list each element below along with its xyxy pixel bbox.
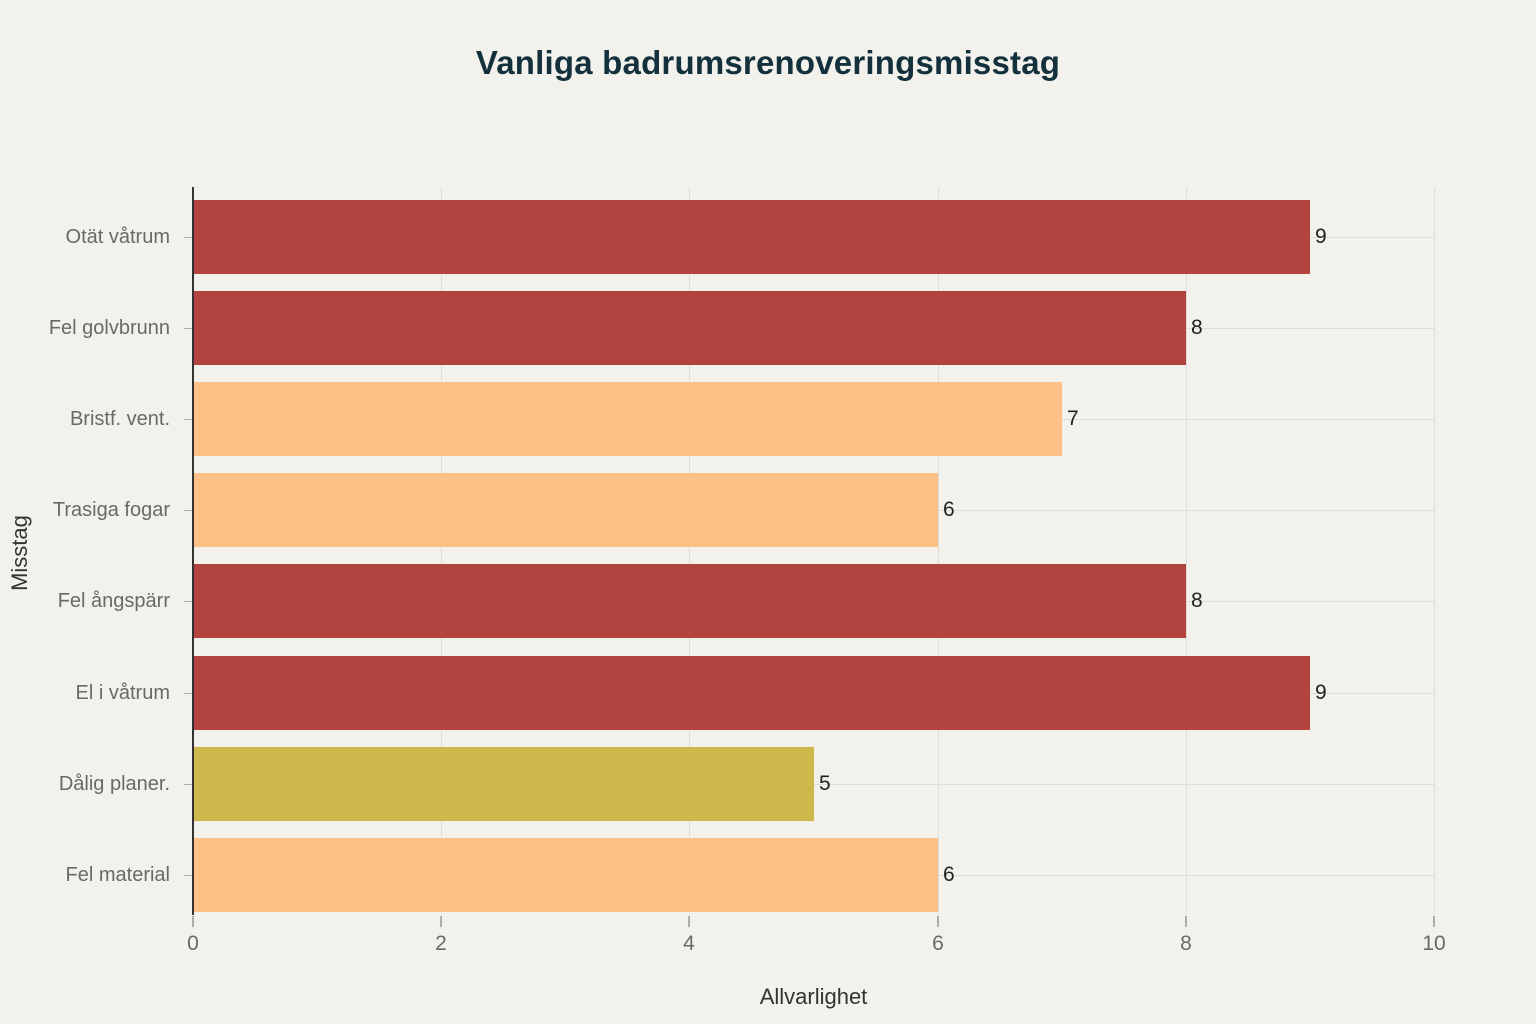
bar-value-label: 8 (1191, 316, 1203, 339)
vertical-gridline (1186, 187, 1187, 915)
y-axis-tick (184, 510, 192, 511)
y-axis-tick (184, 875, 192, 876)
bar (193, 291, 1186, 365)
y-axis-tick (184, 693, 192, 694)
x-tick-label: 2 (435, 932, 447, 955)
x-tick-label: 10 (1422, 932, 1446, 955)
x-axis-tick (1185, 916, 1187, 927)
bar (193, 473, 938, 547)
bar (193, 200, 1310, 274)
bar-value-label: 6 (943, 498, 955, 521)
y-axis-tick (184, 237, 192, 238)
vertical-gridline (689, 187, 690, 915)
y-axis-tick (184, 419, 192, 420)
bar-value-label: 5 (819, 772, 831, 795)
category-label: Trasiga fogar (52, 499, 170, 521)
bar-value-label: 6 (943, 863, 955, 886)
x-axis-tick (937, 916, 939, 927)
category-label: Fel ångspärr (57, 590, 170, 612)
category-label: Bristf. vent. (69, 408, 170, 430)
bar (193, 382, 1062, 456)
x-tick-label: 0 (187, 932, 199, 955)
vertical-gridline (1434, 187, 1435, 915)
bar-value-label: 9 (1315, 225, 1327, 248)
category-label: Fel material (65, 864, 170, 886)
bar (193, 656, 1310, 730)
vertical-gridline (441, 187, 442, 915)
y-axis-tick (184, 784, 192, 785)
vertical-gridline (938, 187, 939, 915)
bar (193, 564, 1186, 638)
x-tick-label: 6 (932, 932, 944, 955)
x-axis-title: Allvarlighet (759, 984, 868, 1009)
x-tick-label: 8 (1180, 932, 1192, 955)
bar (193, 747, 814, 821)
x-axis-tick (688, 916, 690, 927)
bar-value-label: 8 (1191, 589, 1203, 612)
x-axis-tick (440, 916, 442, 927)
x-tick-label: 4 (683, 932, 695, 955)
category-label: Dålig planer. (58, 773, 170, 795)
category-label: El i våtrum (75, 682, 170, 704)
category-label: Fel golvbrunn (48, 317, 170, 339)
bar (193, 838, 938, 912)
y-axis-tick (184, 601, 192, 602)
y-axis-line (192, 187, 194, 915)
x-axis-tick (1433, 916, 1435, 927)
bar-value-label: 9 (1315, 681, 1327, 704)
x-axis-tick (192, 916, 194, 927)
bar-value-label: 7 (1067, 407, 1079, 430)
chart-title: Vanliga badrumsrenoveringsmisstag (475, 44, 1061, 81)
category-label: Otät våtrum (65, 226, 170, 248)
y-axis-tick (184, 328, 192, 329)
